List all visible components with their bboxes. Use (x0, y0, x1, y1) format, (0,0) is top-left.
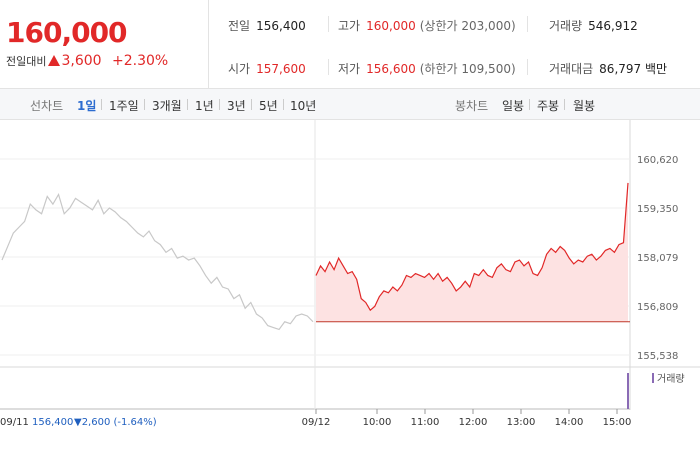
prev-change-value: ▼2,600 (-1.64%) (74, 417, 157, 428)
prev-day-label: 09/11 (0, 417, 29, 428)
volume-bar (627, 373, 629, 409)
price-chart: 160,620 159,350 158,079 156,809 155,538 거래량 09… (0, 120, 700, 428)
y-tick-label: 159,350 (637, 204, 678, 215)
chart-tabs: 선차트 1일 1주일 3개월 1년 3년 5년 10년 봉차트 일봉 주봉 월봉 (0, 89, 700, 120)
y-tick-label: 156,809 (637, 302, 678, 313)
y-tick-label: 158,079 (637, 253, 678, 264)
tab-weekly-candle[interactable]: 주봉 (537, 99, 560, 113)
x-tick-label: 15:00 (603, 417, 632, 428)
divider (328, 59, 329, 75)
x-tick-label: 09/12 (302, 417, 331, 428)
tab-1w[interactable]: 1주일 (109, 99, 139, 113)
tab-5y[interactable]: 5년 (259, 99, 278, 113)
stat-open: 시가 157,600 (228, 62, 306, 76)
change-percent: +2.30% (112, 53, 169, 69)
series-today-area (316, 182, 628, 322)
line-chart-label: 선차트 (30, 99, 64, 113)
volume-legend-swatch (652, 373, 654, 383)
series-today-line (315, 182, 629, 312)
divider (527, 59, 528, 75)
divider (527, 16, 528, 32)
tab-daily-candle[interactable]: 일봉 (502, 99, 525, 113)
up-arrow-icon (48, 55, 61, 66)
x-tick-label: 11:00 (411, 417, 440, 428)
stat-prev-close: 전일 156,400 (228, 19, 306, 33)
x-tick-label: 13:00 (507, 417, 536, 428)
current-price: 160,000 (6, 16, 128, 49)
change-label: 전일대비 (6, 55, 47, 68)
quote-header: 160,000 전일대비 3,600 +2.30% 전일 156,400 고가 160… (0, 0, 700, 89)
candle-chart-label: 봉차트 (455, 99, 489, 113)
x-tick-label: 10:00 (363, 417, 392, 428)
tab-3m[interactable]: 3개월 (152, 99, 182, 113)
tab-monthly-candle[interactable]: 월봉 (573, 99, 596, 113)
stat-low: 저가 156,600 (하한가 109,500) (338, 62, 516, 76)
tab-10y[interactable]: 10년 (290, 99, 317, 113)
change-amount: 3,600 (61, 53, 102, 69)
y-tick-label: 155,538 (637, 351, 678, 362)
x-tick-label: 14:00 (555, 417, 584, 428)
tab-3y[interactable]: 3년 (227, 99, 246, 113)
stat-high: 고가 160,000 (상한가 203,000) (338, 19, 516, 33)
series-prev-day-line (1, 192, 314, 331)
stat-volume: 거래량 546,912 (549, 19, 638, 33)
volume-legend-label: 거래량 (657, 373, 685, 385)
prev-close-value: 156,400 (32, 417, 73, 428)
price-summary: 160,000 전일대비 3,600 +2.30% (0, 0, 209, 88)
stat-trade-value: 거래대금 86,797 백만 (549, 62, 668, 76)
divider (328, 16, 329, 32)
y-tick-label: 160,620 (637, 155, 678, 166)
tab-1y[interactable]: 1년 (195, 99, 214, 113)
tab-1d[interactable]: 1일 (77, 99, 97, 113)
x-tick-label: 12:00 (459, 417, 488, 428)
change-row: 전일대비 3,600 +2.30% (6, 53, 168, 69)
